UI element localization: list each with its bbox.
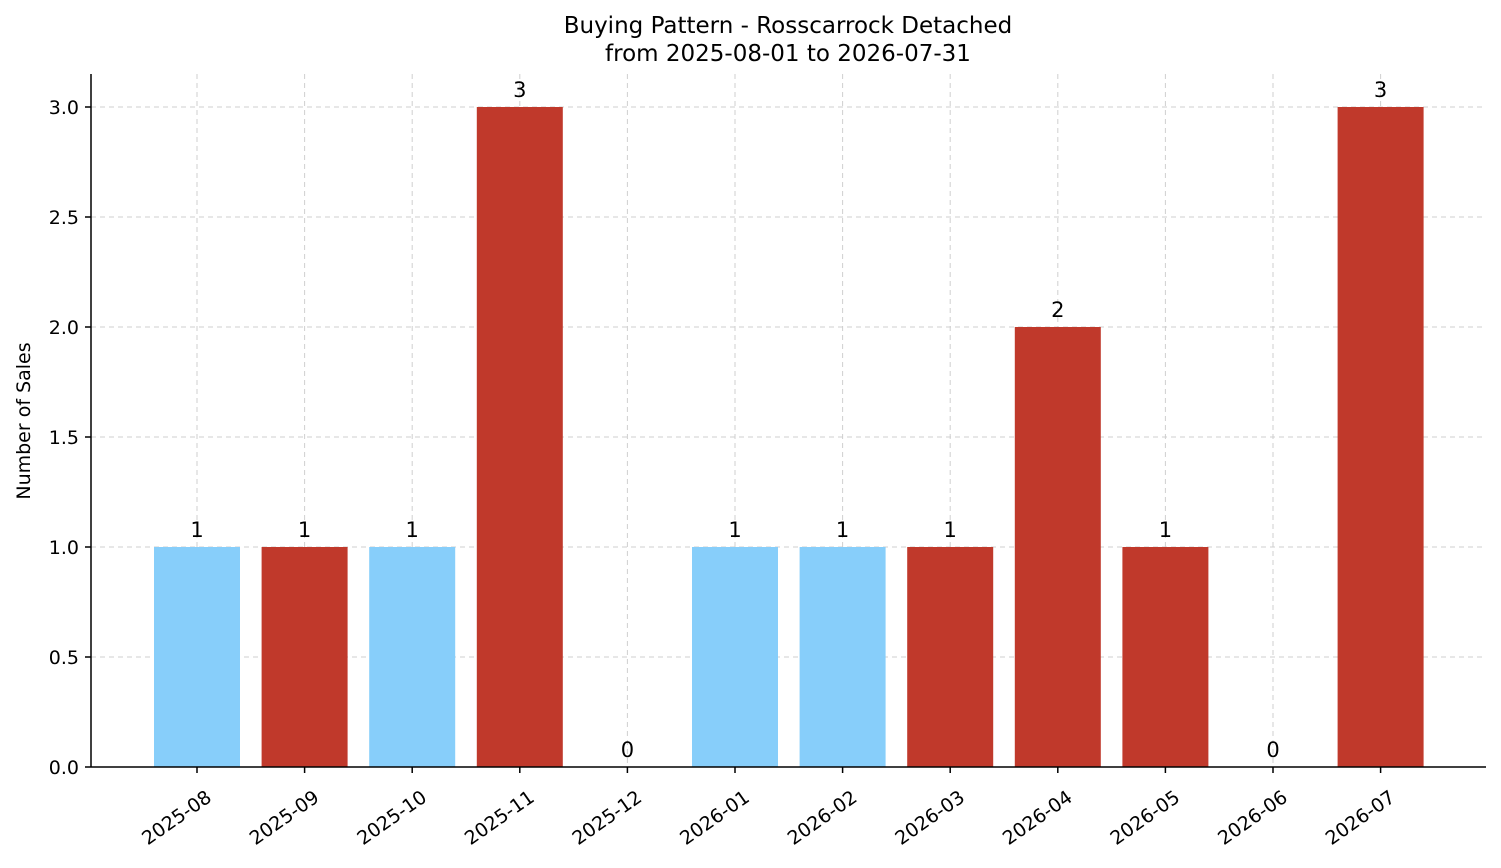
y-tick-label: 0.0 (49, 757, 79, 779)
bar-value-label: 1 (728, 518, 741, 542)
bar-value-label: 1 (836, 518, 849, 542)
bar (1337, 107, 1424, 767)
bar-value-label: 1 (298, 518, 311, 542)
chart-subtitle: from 2025-08-01 to 2026-07-31 (605, 41, 971, 67)
bar-value-label: 1 (1159, 518, 1172, 542)
bar (261, 547, 348, 767)
x-tick-label: 2026-01 (676, 786, 754, 850)
x-tick-label: 2026-07 (1322, 786, 1400, 850)
x-tick-label: 2025-09 (246, 786, 324, 850)
bar-value-label: 2 (1051, 298, 1064, 322)
bar-value-label: 1 (190, 518, 203, 542)
value-labels: 1 1 1 3 0 1 1 1 2 1 0 3 (190, 78, 1387, 762)
y-tick-label: 3.0 (49, 97, 79, 119)
bar-value-label: 3 (513, 78, 526, 102)
bar (369, 547, 456, 767)
bar (907, 547, 994, 767)
y-tick-label: 0.5 (49, 647, 79, 669)
bar-value-label: 3 (1374, 78, 1387, 102)
y-tick-label: 1.0 (49, 537, 79, 559)
bar-value-label: 0 (1266, 738, 1279, 762)
x-tick-label: 2026-03 (891, 786, 969, 850)
y-tick-label: 1.5 (49, 427, 79, 449)
x-tick-label: 2026-06 (1214, 786, 1292, 850)
y-tick-label: 2.5 (49, 207, 79, 229)
y-tick-label: 2.0 (49, 317, 79, 339)
bar-value-label: 1 (406, 518, 419, 542)
y-axis-label: Number of Sales (13, 342, 35, 499)
x-tick-label: 2025-12 (568, 786, 646, 850)
bar (154, 547, 240, 767)
bar (1122, 547, 1209, 767)
x-tick-label: 2025-08 (138, 786, 216, 850)
bars (154, 107, 1424, 767)
x-tick-label: 2025-11 (461, 786, 539, 850)
chart-title: Buying Pattern - Rosscarrock Detached (564, 13, 1013, 39)
x-tick-label: 2026-02 (784, 786, 862, 850)
bar (476, 107, 563, 767)
bar (1014, 327, 1101, 767)
bar (692, 547, 778, 767)
bar-value-label: 0 (621, 738, 634, 762)
x-tick-label: 2025-10 (353, 786, 431, 850)
bar-value-label: 1 (944, 518, 957, 542)
x-tick-label: 2026-05 (1106, 786, 1184, 850)
x-tick-label: 2026-04 (999, 786, 1077, 850)
bar (799, 547, 886, 767)
